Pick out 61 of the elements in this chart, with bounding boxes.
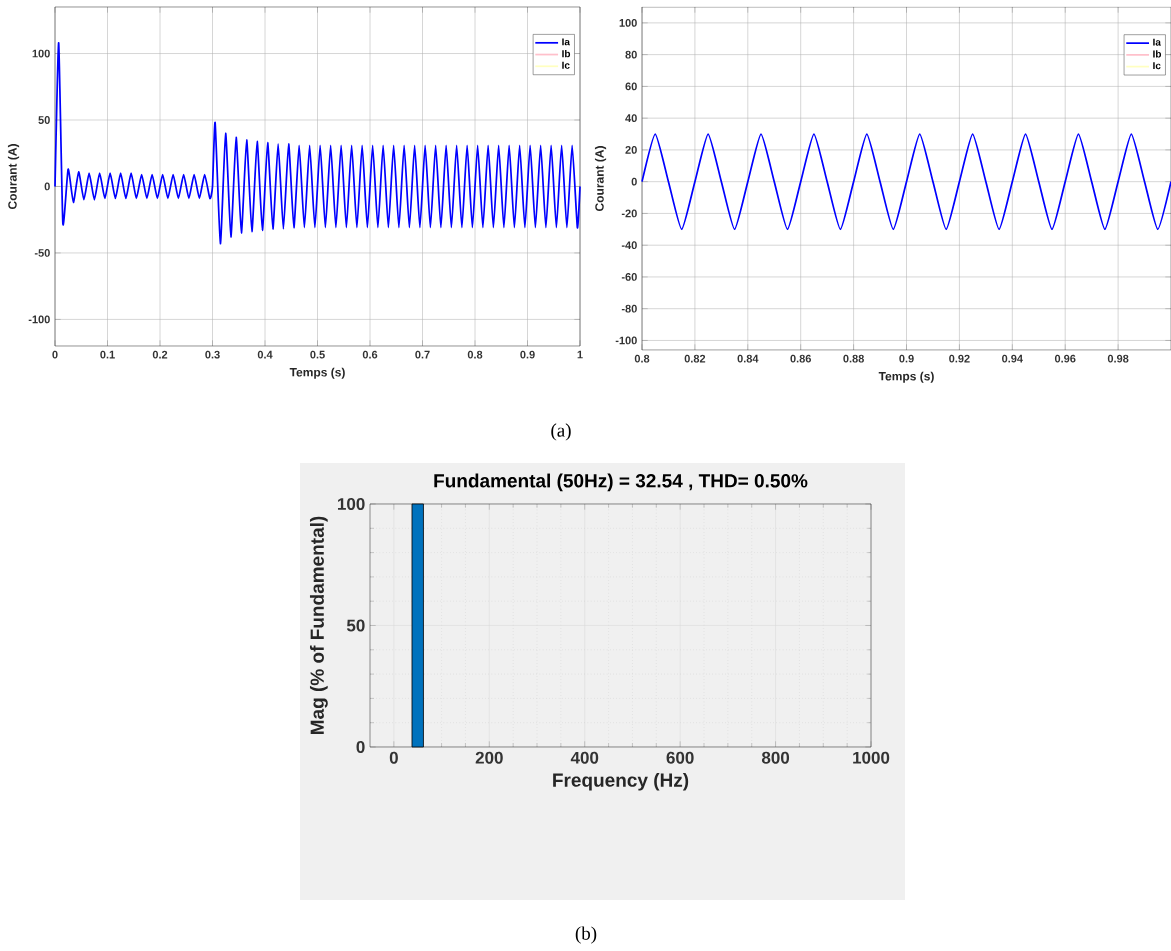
y-tick-label: 100 (338, 497, 365, 511)
x-tick-label: 0.92 (949, 354, 970, 363)
y-tick-label: 80 (625, 50, 637, 59)
x-tick-label: 0 (52, 350, 58, 359)
y-axis-title: Mag (% of Fundamental) (309, 516, 328, 734)
y-tick-label: 100 (32, 49, 50, 58)
y-tick-label: -40 (621, 241, 637, 250)
y-tick-label: 0 (44, 182, 50, 191)
y-tick-label: 20 (625, 146, 637, 154)
legend-label: Ib (1153, 50, 1162, 58)
text: (b) (575, 926, 597, 944)
y-tick-label: 60 (625, 82, 637, 91)
x-tick-label: 0.3 (205, 350, 220, 359)
x-tick-label: 800 (761, 751, 790, 764)
y-axis-title: Courant (A) (594, 146, 607, 211)
x-tick-label: 0.4 (257, 350, 273, 359)
x-tick-label: 0 (389, 751, 398, 764)
x-tick-label: 0.96 (1054, 354, 1076, 363)
x-tick-label: 200 (475, 751, 503, 764)
x-axis-title: Temps (s) (289, 367, 345, 379)
x-tick-label: 0.2 (152, 350, 168, 359)
x-tick-label: 0.98 (1107, 354, 1129, 363)
y-tick-label: 50 (38, 116, 50, 124)
x-tick-label: 400 (570, 751, 599, 764)
legend-label: Ia (1153, 38, 1161, 46)
x-tick-label: 1000 (853, 751, 890, 764)
text: (a) (551, 423, 571, 441)
y-tick-label: -60 (621, 273, 637, 281)
x-tick-label: 0.9 (520, 350, 535, 359)
x-tick-label: 0.7 (415, 350, 430, 359)
legend-label: Ia (562, 38, 571, 46)
x-tick-label: 0.94 (1002, 354, 1023, 363)
x-tick-label: 0.1 (100, 350, 115, 359)
legend-label: Ic (1153, 62, 1161, 70)
x-tick-label: 0.82 (684, 354, 706, 363)
y-axis-title: Courant (A) (7, 144, 20, 209)
chart-title: Fundamental (50Hz) = 32.54 , THD= 0.50% (434, 473, 808, 492)
y-tick-label: -100 (615, 336, 637, 345)
legend-label: Ic (562, 61, 570, 69)
y-tick-label: -80 (621, 304, 637, 313)
legend-label: Ib (562, 49, 571, 58)
x-axis-title: Temps (s) (878, 371, 934, 383)
x-tick-label: 0.9 (899, 354, 914, 363)
y-tick-label: -100 (28, 315, 50, 324)
x-tick-label: 0.8 (634, 354, 650, 363)
x-axis-title: Frequency (Hz) (553, 772, 689, 791)
y-tick-label: 0 (631, 177, 637, 186)
y-tick-label: 50 (346, 619, 365, 632)
y-tick-label: 100 (619, 18, 637, 27)
x-tick-label: 0.88 (843, 354, 864, 363)
y-tick-label: -50 (34, 249, 50, 257)
x-tick-label: 0.6 (362, 350, 378, 359)
x-tick-label: 1 (577, 350, 583, 359)
x-tick-label: 0.84 (737, 354, 759, 363)
x-tick-label: 0.5 (310, 350, 325, 359)
x-tick-label: 0.8 (467, 350, 483, 359)
x-tick-label: 600 (666, 751, 694, 764)
y-tick-label: 0 (356, 740, 365, 754)
x-tick-label: 0.86 (790, 354, 812, 363)
y-tick-label: 40 (625, 114, 637, 123)
y-tick-label: -20 (621, 209, 637, 218)
